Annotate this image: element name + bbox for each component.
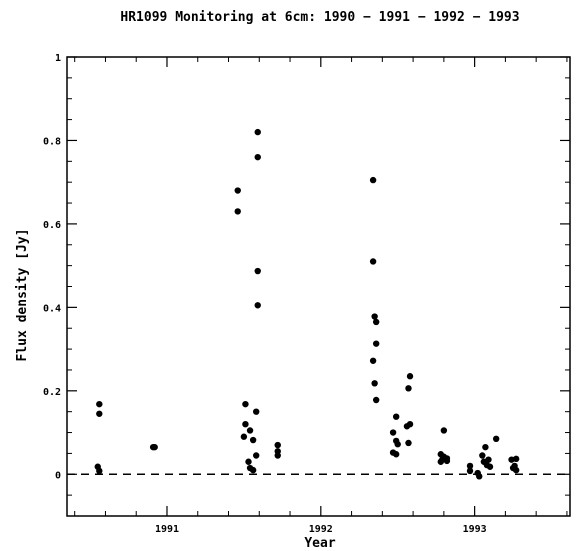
y-tick-label: 0.8 bbox=[43, 136, 61, 147]
x-tick-label: 1991 bbox=[155, 524, 179, 535]
data-point bbox=[242, 421, 249, 428]
data-point bbox=[403, 423, 411, 430]
data-point bbox=[466, 467, 474, 475]
data-point bbox=[485, 456, 492, 463]
y-tick-label: 0.6 bbox=[43, 220, 61, 231]
chart-title: HR1099 Monitoring at 6cm: 1990 − 1991 − … bbox=[120, 10, 519, 25]
data-point bbox=[254, 128, 261, 136]
data-point bbox=[440, 427, 448, 434]
data-point bbox=[406, 373, 414, 380]
x-tick-label: 1993 bbox=[463, 524, 487, 535]
data-point bbox=[369, 258, 377, 265]
data-point bbox=[242, 400, 249, 408]
data-point bbox=[253, 452, 260, 459]
data-points bbox=[94, 128, 520, 480]
data-point bbox=[372, 318, 380, 326]
data-point bbox=[492, 435, 500, 443]
data-point bbox=[249, 436, 257, 444]
data-point bbox=[249, 466, 257, 474]
data-point bbox=[254, 267, 261, 275]
data-point bbox=[394, 441, 401, 448]
data-point bbox=[254, 153, 261, 161]
x-tick-label: 1992 bbox=[309, 524, 333, 535]
data-point bbox=[486, 463, 494, 470]
data-point bbox=[476, 473, 483, 480]
data-point bbox=[443, 457, 451, 465]
data-point bbox=[371, 313, 378, 320]
y-tick-label: 0.2 bbox=[43, 387, 61, 398]
data-point bbox=[234, 208, 241, 215]
data-point bbox=[96, 410, 103, 417]
data-point bbox=[392, 413, 400, 420]
data-point bbox=[96, 400, 103, 408]
data-point bbox=[369, 357, 377, 364]
y-axis-label: Flux density [Jy] bbox=[15, 228, 30, 361]
data-point bbox=[466, 462, 474, 470]
data-point bbox=[511, 462, 518, 470]
data-point bbox=[369, 176, 377, 184]
data-point bbox=[389, 429, 397, 436]
y-tick-label: 1 bbox=[55, 53, 61, 64]
data-point bbox=[274, 452, 281, 459]
data-point bbox=[253, 408, 260, 415]
data-point bbox=[151, 443, 158, 451]
data-point bbox=[96, 467, 103, 475]
axis-ticks: 0 0.2 0.4 0.6 0.8 1 1991 1992 1993 bbox=[43, 53, 570, 535]
y-tick-label: 0.4 bbox=[43, 303, 61, 314]
data-point bbox=[245, 458, 252, 465]
data-point bbox=[254, 302, 261, 309]
data-point bbox=[482, 443, 489, 451]
data-point bbox=[512, 455, 520, 463]
data-point bbox=[371, 380, 378, 387]
data-point bbox=[405, 385, 412, 392]
data-point bbox=[372, 340, 380, 347]
data-point bbox=[437, 458, 444, 465]
data-point bbox=[240, 433, 248, 440]
data-point bbox=[246, 427, 254, 434]
y-tick-label: 0 bbox=[55, 470, 61, 481]
data-point bbox=[479, 452, 486, 459]
data-point bbox=[372, 396, 380, 404]
x-axis-label: Year bbox=[304, 536, 335, 551]
data-point bbox=[234, 187, 241, 194]
plot-frame bbox=[66, 56, 571, 517]
data-point bbox=[405, 439, 412, 447]
data-point bbox=[392, 451, 400, 458]
data-point bbox=[274, 441, 281, 449]
